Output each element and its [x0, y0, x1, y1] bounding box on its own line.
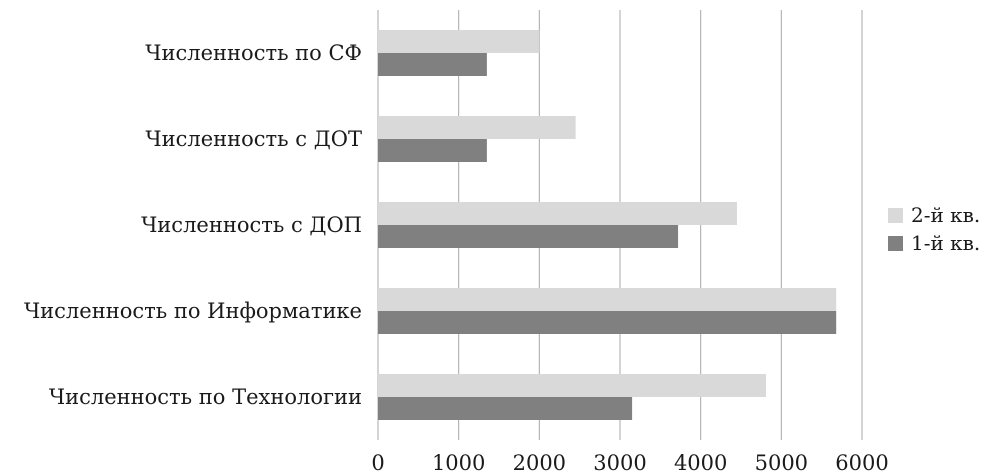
legend-swatch	[888, 236, 903, 251]
bar-series-1	[378, 397, 633, 420]
x-tick-label: 2000	[513, 451, 566, 472]
bar-series-2	[378, 374, 767, 397]
legend-label: 1-й кв.	[911, 231, 980, 255]
x-tick-label: 6000	[835, 451, 888, 472]
x-tick-label: 0	[371, 451, 384, 472]
legend-label: 2-й кв.	[911, 203, 980, 227]
category-label: Численность с ДОП	[141, 213, 362, 237]
x-tick-label: 1000	[432, 451, 485, 472]
x-tick-label: 5000	[755, 451, 808, 472]
legend-swatch	[888, 208, 903, 223]
bars	[378, 30, 837, 420]
x-tick-label: 4000	[674, 451, 727, 472]
category-label: Численность по Информатике	[24, 299, 362, 323]
x-tick-label: 3000	[593, 451, 646, 472]
category-labels: Численность по СФ Численность с ДОТ Числен…	[24, 41, 362, 409]
bar-series-2	[378, 116, 576, 139]
category-label: Численность по СФ	[145, 41, 362, 65]
bar-series-1	[378, 139, 487, 162]
category-label: Численность с ДОТ	[145, 127, 362, 151]
x-axis-tick-labels: 0 1000 2000 3000 4000 5000 6000	[371, 451, 888, 472]
bar-series-1	[378, 311, 837, 334]
bar-series-2	[378, 30, 540, 53]
bar-series-2	[378, 202, 737, 225]
legend: 2-й кв. 1-й кв.	[888, 203, 980, 255]
bar-series-1	[378, 225, 679, 248]
category-label: Численность по Технологии	[49, 385, 362, 409]
bar-series-2	[378, 288, 837, 311]
bar-series-1	[378, 53, 487, 76]
